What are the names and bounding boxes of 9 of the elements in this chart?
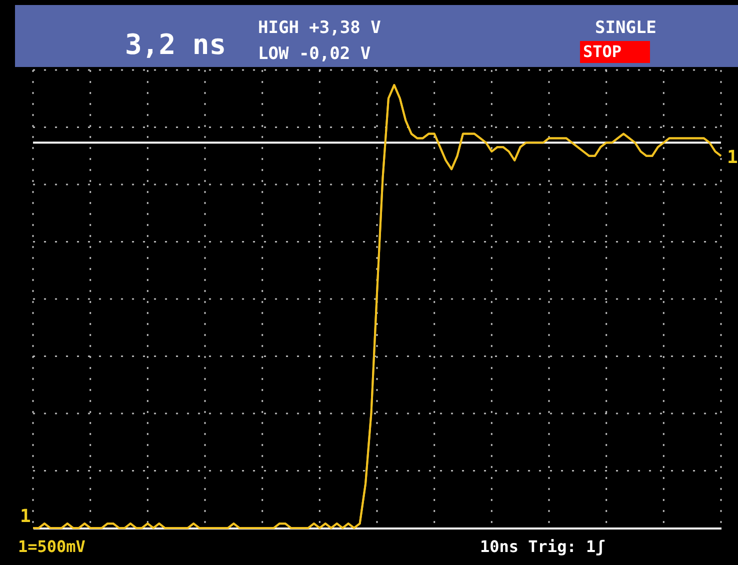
text: 3,2 ns bbox=[125, 28, 226, 61]
text: 10ns Trig: 1ʃ bbox=[480, 537, 606, 556]
text: STOP bbox=[583, 42, 622, 61]
text: 1=500mV bbox=[18, 537, 86, 556]
text: 1 bbox=[20, 506, 31, 527]
text: HIGH +3,38 V bbox=[258, 18, 381, 38]
text: SINGLE bbox=[595, 18, 656, 38]
text: LOW -0,02 V bbox=[258, 44, 371, 64]
text: 1 bbox=[727, 147, 738, 168]
